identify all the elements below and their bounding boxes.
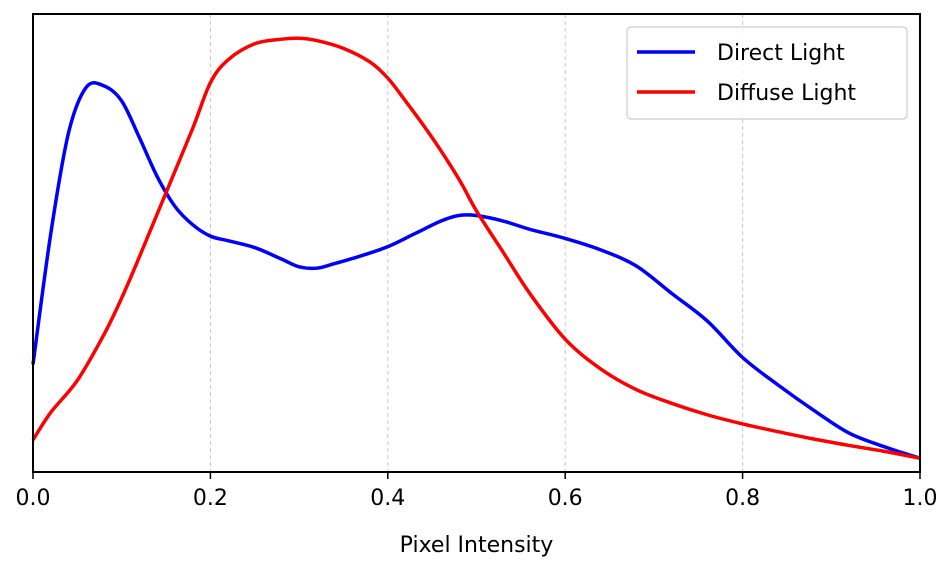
legend-box (626, 26, 908, 120)
x-tick-label: 0.4 (370, 486, 405, 511)
legend-label-diffuse-light: Diffuse Light (717, 81, 856, 106)
x-axis-label: Pixel Intensity (400, 533, 554, 558)
series-lines (31, 36, 921, 460)
x-tick-label: 0.2 (193, 486, 228, 511)
series-line-direct-light (31, 81, 921, 460)
x-tick-label: 0.6 (548, 486, 583, 511)
x-tick-label: 1.0 (903, 486, 938, 511)
legend-label-direct-light: Direct Light (717, 41, 845, 66)
series-line-diffuse-light (31, 36, 921, 460)
legend: Direct Light Diffuse Light (626, 26, 908, 120)
x-axis: 0.0 0.2 0.4 0.6 0.8 1.0 (16, 472, 938, 511)
grid-lines (209, 14, 744, 472)
plot-frame (32, 13, 921, 473)
x-tick-label: 0.8 (725, 486, 760, 511)
x-tick-label: 0.0 (16, 486, 51, 511)
